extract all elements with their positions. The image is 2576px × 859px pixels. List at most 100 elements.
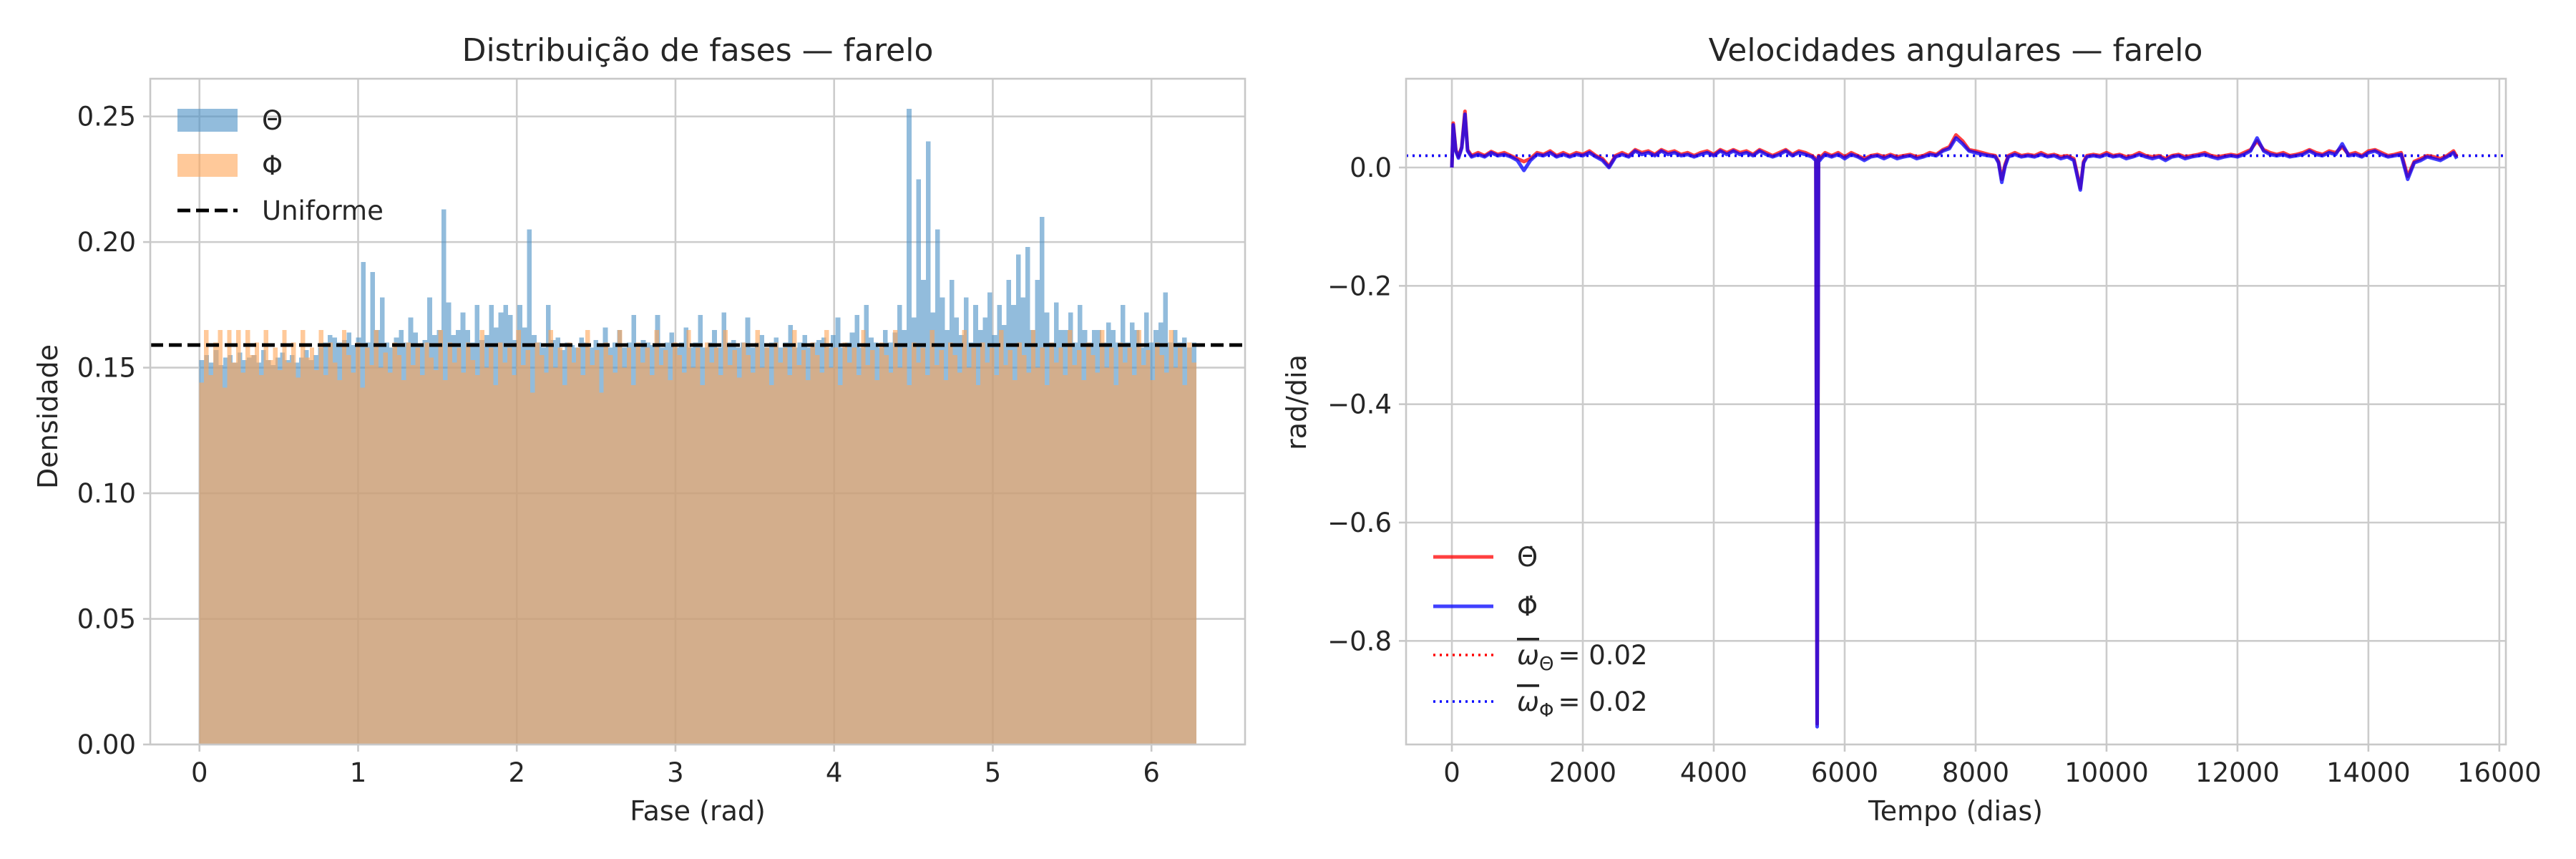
histogram-bar	[291, 342, 296, 744]
histogram-bar	[1091, 355, 1096, 745]
histogram-bar	[1040, 347, 1045, 745]
histogram-bar	[199, 382, 205, 744]
histogram-bar	[640, 362, 645, 744]
histogram-bar	[227, 329, 232, 745]
histogram-panel: Distribuição de fases — farelo Fase (rad…	[32, 32, 1246, 827]
histogram-bar	[691, 367, 696, 744]
histogram-bar	[728, 365, 733, 745]
histogram-x-tick-label: 4	[826, 757, 843, 788]
histogram-bar	[379, 367, 384, 744]
histogram-bar	[939, 350, 944, 744]
histogram-bar	[447, 342, 452, 744]
histogram-bar	[346, 355, 351, 745]
histogram-bar	[916, 362, 921, 744]
histogram-bar	[1013, 380, 1018, 744]
histogram-bar	[539, 355, 545, 745]
histogram-bar	[557, 347, 562, 745]
histogram-bar	[617, 329, 623, 745]
histogram-bar	[1118, 342, 1123, 744]
legend-label-uniform: Uniforme	[262, 195, 384, 226]
histogram-bar	[751, 372, 756, 744]
histogram-bar	[829, 367, 834, 744]
histogram-bar	[1187, 342, 1192, 744]
histogram-bar	[957, 372, 962, 744]
histogram-bar	[222, 387, 228, 744]
histogram-bar	[544, 372, 549, 744]
histogram-bar	[208, 375, 213, 744]
histogram-bar	[218, 329, 223, 745]
histogram-bar	[990, 347, 995, 745]
histogram-bar	[236, 329, 241, 745]
histogram-bar	[962, 329, 967, 745]
histogram-bar	[341, 329, 347, 745]
histogram-bar	[296, 377, 301, 744]
histogram-bar	[1155, 342, 1160, 744]
histogram-bar	[764, 347, 769, 745]
histogram-bar	[654, 329, 659, 745]
line-legend: Θ̇ Φ̇ ωΘ = 0.02 ωΦ = 0.02	[1433, 542, 1648, 722]
histogram-bar	[1173, 367, 1179, 744]
histogram-bar	[774, 342, 779, 744]
line-y-tick-label: −0.8	[1327, 626, 1392, 656]
histogram-x-tick-label: 5	[985, 757, 1002, 788]
histogram-bar	[424, 342, 429, 744]
line-x-tick-label: 16000	[2457, 757, 2542, 788]
legend-label-theta-dot: Θ̇	[1517, 542, 1538, 573]
histogram-bar	[713, 347, 719, 745]
legend-swatch-phi	[177, 154, 238, 177]
histogram-bar	[769, 385, 774, 744]
histogram-bar	[1072, 365, 1078, 745]
histogram-bar	[1085, 342, 1091, 744]
histogram-bar	[254, 342, 260, 744]
histogram-bar	[512, 375, 517, 744]
histogram-bar	[897, 367, 903, 744]
legend-label-phi-dot: Φ̇	[1517, 591, 1538, 622]
histogram-bar	[360, 387, 365, 744]
histogram-bar	[755, 329, 761, 745]
histogram-bar	[332, 362, 338, 744]
histogram-x-tick-label: 2	[508, 757, 525, 788]
histogram-bar	[576, 347, 581, 745]
histogram-bar	[635, 342, 641, 744]
histogram-bar	[1123, 362, 1128, 744]
histogram-bar	[1077, 350, 1082, 744]
histogram-bar	[746, 355, 751, 745]
histogram-bar	[1132, 375, 1137, 744]
histogram-bar	[1100, 329, 1105, 745]
histogram-bar	[787, 375, 792, 744]
histogram-bar	[401, 380, 406, 744]
histogram-bar	[474, 375, 480, 744]
histogram-bar	[1178, 347, 1183, 745]
mean-phi-value: = 0.02	[1558, 686, 1647, 717]
histogram-bar	[535, 342, 540, 744]
histogram-bar	[783, 347, 788, 745]
line-y-tick-label: −0.2	[1327, 271, 1392, 301]
line-y-tick-label: −0.4	[1327, 389, 1392, 420]
histogram-bar	[1163, 372, 1169, 744]
histogram-bar	[700, 385, 705, 744]
histogram-bar	[383, 352, 388, 744]
histogram-bar	[911, 342, 917, 744]
histogram-bar	[934, 365, 940, 745]
histogram-bar	[328, 342, 333, 744]
histogram-bar	[815, 355, 820, 745]
histogram-bar	[608, 355, 613, 745]
histogram-bar	[980, 342, 985, 744]
histogram-bar	[1058, 347, 1063, 745]
histogram-bar	[562, 385, 567, 744]
histogram-bar	[1169, 329, 1174, 745]
histogram-bar	[530, 392, 535, 744]
mean-phi-subscript: Φ	[1539, 700, 1553, 722]
histogram-bar	[663, 350, 668, 744]
histogram-y-tick-label: 0.00	[77, 729, 136, 760]
histogram-legend: Θ Φ Uniforme	[177, 105, 384, 226]
histogram-bar	[1081, 380, 1086, 744]
histogram-bar	[824, 329, 829, 745]
histogram-bar	[250, 355, 255, 745]
histogram-y-tick-label: 0.15	[77, 353, 136, 384]
line-x-axis-label: Tempo (dias)	[1868, 795, 2043, 827]
histogram-y-tick-label: 0.20	[77, 227, 136, 258]
histogram-bar	[429, 357, 434, 744]
histogram-bar	[369, 365, 374, 745]
legend-label-theta: Θ	[262, 105, 283, 136]
